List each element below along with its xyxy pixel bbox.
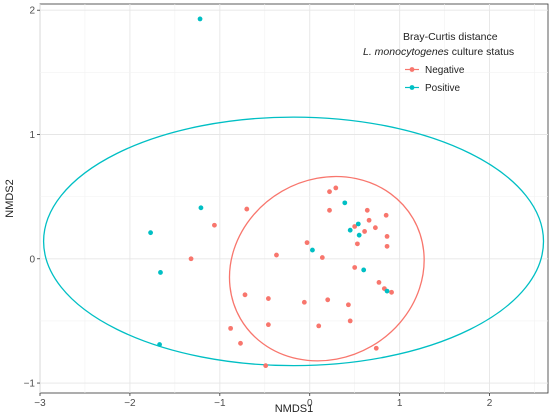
x-tick-label: −2 (124, 398, 136, 409)
point-positive (197, 16, 203, 22)
y-tick-label: 0 (29, 254, 35, 265)
legend-subtitle: L. monocytogenes culture status (363, 46, 514, 58)
point-positive (355, 221, 361, 227)
point-negative (373, 345, 379, 351)
point-positive (310, 247, 315, 253)
point-negative (325, 297, 331, 303)
axes: −3 −2 −1 0 1 2 −1 0 1 2 (24, 6, 493, 409)
point-negative (244, 206, 250, 212)
point-negative (383, 212, 389, 218)
point-positive (198, 205, 204, 211)
x-tick-label: 0 (307, 398, 313, 409)
point-positive (148, 230, 153, 236)
legend-label-positive: Positive (425, 83, 460, 94)
point-negative (188, 256, 194, 262)
point-negative (327, 207, 332, 213)
legend-key-positive-dot (409, 85, 415, 90)
point-positive (158, 270, 163, 275)
point-negative (366, 217, 372, 223)
point-negative (376, 279, 382, 285)
point-negative (333, 185, 339, 191)
point-negative (354, 241, 360, 247)
plot-panel (39, 3, 549, 394)
legend-subtitle-rest: culture status (449, 46, 514, 58)
y-tick-label: −1 (24, 379, 36, 390)
point-negative (327, 189, 332, 195)
point-positive (356, 232, 362, 238)
point-negative (238, 340, 243, 346)
x-tick-label: −3 (34, 398, 46, 409)
point-negative (301, 299, 307, 305)
point-negative (352, 224, 358, 229)
point-positive (384, 288, 390, 294)
ellipse-positive (42, 116, 545, 367)
x-tick-label: 1 (397, 398, 403, 409)
point-negative (364, 207, 370, 213)
point-negative (362, 229, 367, 234)
point-negative (265, 296, 271, 301)
point-negative (242, 292, 248, 298)
y-axis-title: NMDS2 (4, 179, 16, 218)
data-points (148, 16, 394, 369)
y-tick-label: 2 (29, 6, 35, 17)
legend: Bray-Curtis distance L. monocytogenes cu… (363, 31, 514, 94)
point-negative (319, 255, 325, 260)
x-tick-label: 2 (487, 398, 493, 409)
point-negative (263, 363, 269, 369)
point-positive (157, 342, 162, 347)
legend-title: Bray-Curtis distance (403, 31, 498, 43)
point-positive (361, 267, 367, 273)
ellipse-negative (228, 175, 425, 362)
point-negative (316, 323, 322, 329)
grid-lines (39, 4, 548, 393)
point-negative (347, 318, 353, 324)
point-negative (265, 322, 271, 328)
point-negative (389, 289, 394, 295)
point-negative (384, 243, 390, 249)
point-positive (347, 227, 353, 233)
point-positive (342, 200, 348, 206)
point-negative (352, 265, 358, 270)
legend-label-negative: Negative (425, 65, 465, 76)
point-negative (345, 302, 351, 308)
x-axis-title: NMDS1 (275, 403, 314, 415)
point-negative (384, 234, 390, 239)
point-negative (212, 222, 217, 228)
legend-key-negative-dot (409, 67, 415, 72)
point-negative (274, 252, 279, 258)
x-tick-label: −1 (214, 398, 226, 409)
point-negative (372, 225, 378, 231)
point-negative (304, 240, 310, 246)
confidence-ellipses (42, 116, 545, 367)
legend-subtitle-species: L. monocytogenes (363, 46, 450, 58)
y-tick-label: 1 (29, 130, 35, 141)
point-negative (228, 325, 234, 331)
